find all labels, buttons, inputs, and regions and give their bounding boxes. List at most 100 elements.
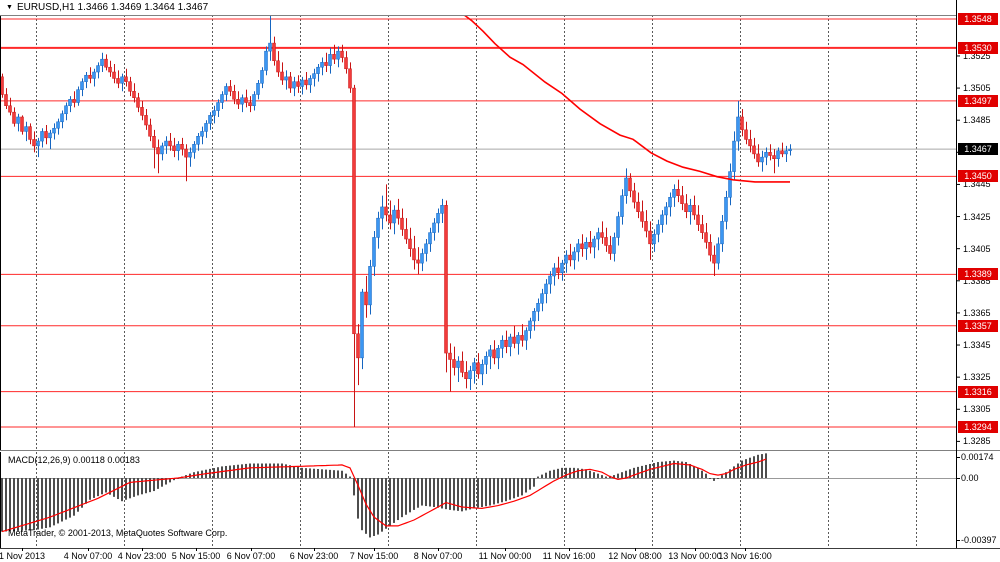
candle-body [680,195,684,204]
candle-body [160,145,164,155]
candle-body [752,145,756,155]
candle-body [216,102,220,111]
macd-histogram-bar [745,459,747,478]
macd-histogram-bar [257,463,259,478]
candle-body [480,364,484,375]
macd-histogram-bar [237,464,239,478]
candle-body [232,91,236,100]
candle-body [408,238,412,249]
macd-histogram-bar [441,478,443,509]
candle-body [736,116,740,142]
candle-body [144,115,148,126]
macd-histogram-bar [9,478,11,532]
macd-histogram-bar [29,478,31,531]
macd-histogram-bar [521,478,523,496]
candle-body [768,152,772,156]
candle-body [332,54,336,60]
macd-histogram-bar [173,478,175,481]
candle-body [200,131,204,137]
macd-histogram-bar [513,478,515,499]
macd-histogram-bar [337,470,339,478]
macd-histogram-bar [669,460,671,478]
macd-histogram-bar [253,463,255,478]
macd-histogram-bar [33,478,35,531]
candle-body [496,347,500,359]
macd-histogram-bar [629,469,631,478]
candle-body [624,177,628,196]
price-tick-label: 1.3485 [963,115,991,125]
macd-histogram-bar [389,478,391,526]
macd-panel[interactable] [0,453,956,538]
candle-body [784,150,788,155]
macd-histogram-bar [461,478,463,512]
macd-histogram-bar [229,465,231,478]
price-tick-label: 1.3285 [963,436,991,446]
candle-body [188,152,192,158]
one-click-trading-triangle-icon[interactable]: ▼ [6,3,13,11]
candle-body [712,254,716,264]
main-price-panel[interactable] [0,6,956,428]
macd-histogram-bar [613,475,615,478]
macd-histogram-bar [493,478,495,505]
macd-histogram-bar [357,478,359,519]
macd-histogram-bar [453,478,455,511]
macd-histogram-bar [329,469,331,478]
chart-title: EURUSD,H1 1.3466 1.3469 1.3464 1.3467 [16,2,209,13]
macd-histogram-bar [677,461,679,478]
candle-body [664,206,668,216]
candle-body [288,76,292,89]
macd-histogram-bar [725,472,727,478]
macd-histogram-bar [397,478,399,521]
macd-histogram-bar [333,470,335,478]
candle-body [684,203,688,212]
macd-histogram-bar [509,478,511,500]
candle-body [96,65,100,73]
candle-body [296,81,300,87]
candle-body [740,116,744,131]
macd-histogram-bar [281,463,283,478]
macd-histogram-bar [125,478,127,500]
candle-body [204,123,208,132]
candle-body [72,99,76,103]
macd-histogram-bar [617,473,619,478]
time-axis-label: 6 Nov 23:00 [289,551,339,561]
candle-body [760,156,764,163]
sr-price-box: 1.3316 [958,386,998,398]
candle-body [384,206,388,216]
candle-body [108,66,112,73]
candle-body [404,229,408,240]
macd-histogram-bar [349,476,351,478]
candle-body [376,217,380,238]
candle-body [60,113,64,123]
macd-histogram-bar [749,457,751,478]
candle-body [92,71,96,79]
macd-histogram-bar [141,478,143,495]
candle-body [236,99,240,105]
macd-histogram-bar [265,463,267,478]
price-tick-label: 1.3325 [963,372,991,382]
macd-histogram-bar [501,478,503,503]
macd-histogram-bar [129,478,131,499]
macd-histogram-bar [557,468,559,478]
macd-histogram-bar [529,478,531,490]
candle-body [28,126,32,140]
macd-histogram-bar [341,470,343,478]
time-axis-label: 5 Nov 15:00 [171,551,221,561]
time-axis-label: 13 Nov 00:00 [668,551,722,561]
macd-histogram-bar [409,478,411,513]
macd-histogram-bar [85,478,87,504]
macd-histogram-bar [121,478,123,502]
macd-histogram-bar [293,466,295,478]
candle-body [720,221,724,245]
moving-average-line[interactable] [455,6,790,183]
candle-body [220,94,224,103]
candle-body [788,148,792,151]
macd-histogram-bar [705,473,707,478]
candle-body [420,253,424,264]
copyright-label: MetaTrader, © 2001-2013, MetaQuotes Soft… [8,528,228,538]
candle-body [692,205,696,216]
candle-body [588,241,592,248]
candle-body [644,221,648,232]
